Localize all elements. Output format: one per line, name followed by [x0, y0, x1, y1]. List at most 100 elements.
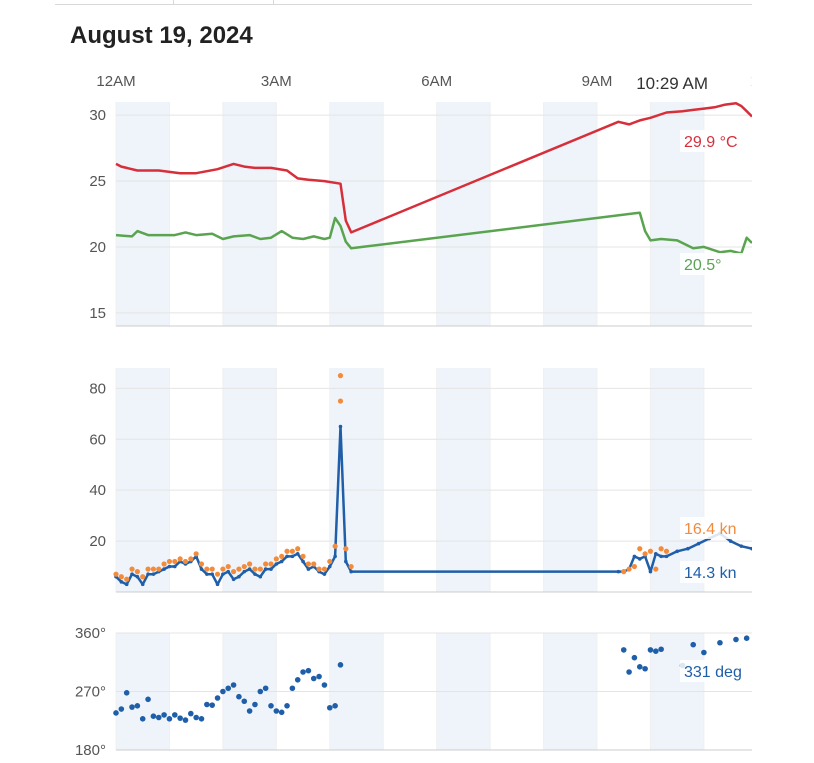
wind-point: [119, 580, 124, 584]
wind-point: [338, 424, 343, 429]
gust-point: [321, 566, 328, 572]
gust-point: [150, 566, 157, 572]
direction-point: [316, 673, 322, 680]
hour-band: [116, 102, 170, 326]
gust-point: [236, 566, 242, 572]
gust-point: [241, 563, 247, 570]
gust-point: [198, 561, 205, 567]
wind-point: [285, 554, 289, 559]
direction-point: [284, 703, 290, 709]
direction-point: [626, 669, 632, 675]
gust-point: [642, 551, 648, 557]
wind-point: [167, 564, 172, 569]
wind-point: [140, 582, 145, 587]
gust-point: [337, 398, 344, 404]
gust-point: [188, 556, 194, 562]
gust-point: [140, 574, 146, 580]
direction-point: [262, 685, 269, 692]
wind-point: [728, 539, 733, 543]
gust-point: [252, 566, 258, 572]
time-tick-label: 9AM: [582, 73, 613, 90]
direction-point: [636, 664, 643, 670]
direction-point: [230, 682, 237, 688]
wind-point: [205, 572, 209, 576]
gust-point: [653, 566, 659, 572]
cursor-time-label: 10:29 AM: [636, 74, 708, 93]
wind-point: [274, 562, 279, 566]
wind-point: [124, 582, 129, 587]
tab-separator: [173, 0, 174, 5]
direction-point: [193, 714, 199, 721]
wind-readout-bg: [680, 561, 760, 583]
wind-point: [162, 567, 166, 571]
gust-point: [257, 566, 263, 572]
gust-point: [204, 566, 210, 572]
y-tick-label: 270°: [75, 684, 106, 701]
series-group: [115, 102, 752, 255]
tab-strip: [55, 0, 752, 5]
wind-point: [653, 552, 658, 556]
wind-point: [295, 552, 300, 556]
gust-point: [663, 548, 670, 554]
gust-point: [337, 373, 344, 379]
direction-point: [647, 647, 654, 653]
wind-point: [215, 582, 220, 587]
direction-point: [294, 677, 301, 683]
gust-point: [134, 569, 140, 575]
direction-point: [642, 665, 648, 672]
gust-point: [145, 566, 151, 572]
gust-point: [182, 558, 189, 565]
gust-point: [220, 566, 226, 572]
direction-point: [220, 688, 226, 695]
gust-point: [247, 561, 253, 567]
y-tick-label: 20: [89, 239, 106, 256]
gust-point: [332, 543, 338, 549]
y-tick-label: 180°: [75, 742, 106, 759]
wind-point: [739, 544, 744, 548]
wind-point: [237, 574, 241, 579]
direction-readout: 331 deg: [684, 664, 742, 681]
direction-point: [246, 708, 253, 714]
direction-point: [278, 709, 285, 716]
direction-point: [155, 714, 162, 721]
y-tick-label: 60: [89, 431, 106, 448]
wind-point: [301, 559, 305, 564]
y-tick-label: 360°: [75, 625, 106, 642]
direction-point: [310, 675, 317, 682]
wind-point: [349, 569, 353, 574]
gust-readout: 16.4 kn: [684, 521, 736, 538]
hour-band: [436, 102, 491, 326]
direction-point: [236, 693, 242, 700]
direction-point: [123, 690, 130, 696]
wind-point: [616, 569, 621, 574]
gust-point: [621, 569, 627, 575]
wind-point: [696, 541, 701, 546]
wind-point: [151, 572, 156, 576]
direction-point: [701, 649, 707, 656]
wind-point: [130, 572, 134, 576]
hour-band: [543, 102, 598, 326]
direction-point: [300, 669, 306, 675]
direction-point: [129, 704, 135, 710]
direction-point: [161, 712, 167, 718]
gust-point: [193, 551, 199, 557]
hour-band: [436, 368, 491, 592]
right-edge-mask: [752, 0, 814, 763]
direction-point: [326, 704, 333, 711]
wind-point: [258, 574, 263, 579]
direction-point: [652, 648, 659, 654]
hour-band: [222, 102, 277, 326]
gust-point: [327, 558, 333, 565]
dewpoint-readout-bg: [680, 253, 760, 275]
direction-point: [743, 635, 750, 641]
direction-point: [241, 698, 248, 705]
wind-point: [686, 546, 690, 551]
wind-point: [172, 564, 177, 569]
direction-point: [177, 715, 183, 721]
gust-point: [124, 576, 130, 582]
gust-point: [268, 561, 274, 567]
direction-point: [620, 647, 627, 653]
wind-point: [333, 554, 337, 559]
gust-point: [161, 561, 167, 567]
